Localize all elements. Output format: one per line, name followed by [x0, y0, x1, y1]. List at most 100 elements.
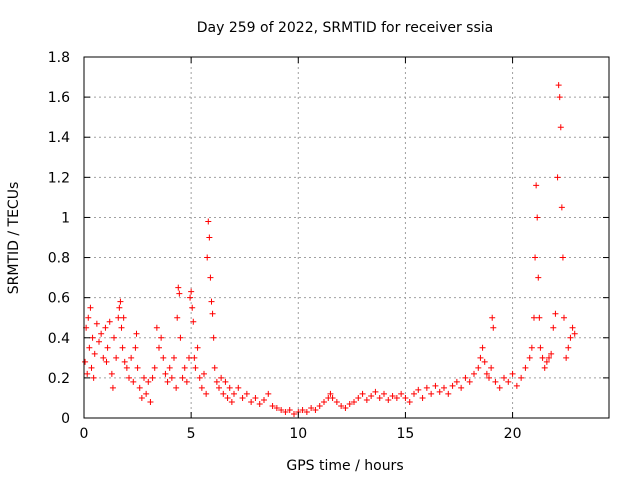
data-point [248, 398, 255, 405]
data-point [518, 374, 525, 381]
data-point [176, 290, 183, 297]
data-point [133, 330, 140, 337]
data-point [175, 284, 182, 291]
data-point [222, 378, 229, 385]
data-point [174, 314, 181, 321]
data-point [130, 378, 137, 385]
data-point [299, 406, 306, 413]
data-point [147, 398, 154, 405]
data-point [181, 364, 188, 371]
data-point [206, 234, 213, 241]
data-point [256, 400, 263, 407]
data-point [134, 364, 141, 371]
data-point [204, 254, 211, 261]
data-point [441, 384, 447, 391]
y-tick-label: 0.2 [48, 371, 70, 387]
data-point [273, 404, 280, 411]
data-point [546, 354, 552, 361]
data-point [406, 398, 413, 405]
data-point [261, 396, 267, 403]
data-point [321, 398, 327, 405]
data-point [231, 390, 237, 397]
data-point [567, 334, 574, 341]
y-axis-label: SRMTID / TECUs [6, 182, 22, 295]
data-point [556, 94, 563, 101]
data-point [216, 384, 222, 391]
ticks-layer: 0 5 10 15 20 0 0.2 0.4 0.6 0.8 1 1.2 1.4 1.6 1.8 [48, 50, 609, 442]
data-point [554, 174, 561, 181]
data-point [415, 386, 422, 393]
data-point [93, 320, 100, 327]
data-point [265, 390, 272, 397]
data-point [526, 354, 533, 361]
data-point [168, 374, 175, 381]
data-point [188, 288, 195, 295]
data-point [509, 370, 516, 377]
data-point [552, 310, 559, 317]
data-point [535, 274, 542, 281]
data-point [183, 378, 190, 385]
data-point [496, 384, 503, 391]
data-point [160, 354, 167, 361]
data-point [203, 390, 210, 397]
data-point [445, 390, 452, 397]
data-point [198, 384, 205, 391]
data-point [561, 314, 567, 321]
data-point [86, 344, 93, 351]
data-point [479, 344, 486, 351]
data-point [207, 274, 214, 281]
data-point [201, 370, 207, 377]
data-point [211, 364, 218, 371]
data-point [252, 394, 259, 401]
data-point [119, 344, 126, 351]
data-point [466, 378, 473, 385]
data-point [136, 384, 143, 391]
data-point [149, 374, 156, 381]
data-point [393, 394, 400, 401]
data-point [462, 374, 469, 381]
data-point [151, 364, 158, 371]
data-point [505, 378, 512, 385]
data-point [458, 384, 465, 391]
data-point [423, 384, 430, 391]
data-point [327, 390, 334, 397]
data-point [559, 254, 566, 261]
y-tick-label: 0.4 [48, 331, 70, 347]
data-point [156, 344, 162, 351]
data-point [501, 374, 507, 381]
x-tick-label: 0 [80, 426, 89, 442]
data-point [534, 214, 541, 221]
data-point [342, 404, 349, 411]
data-point [141, 374, 147, 381]
data-point [346, 400, 353, 407]
data-point [453, 378, 460, 385]
data-point [103, 358, 110, 365]
data-point [145, 378, 152, 385]
data-point [138, 394, 145, 401]
data-point [481, 358, 488, 365]
data-point [557, 124, 564, 131]
data-point [569, 324, 576, 331]
data-point [536, 314, 543, 321]
data-point [153, 324, 160, 331]
y-tick-label: 1 [61, 210, 70, 226]
data-point [376, 394, 383, 401]
data-point [533, 182, 540, 189]
data-point [213, 378, 220, 385]
data-point [385, 396, 392, 403]
data-point [224, 394, 231, 401]
data-point [111, 334, 117, 341]
data-point [537, 344, 544, 351]
data-point [82, 358, 89, 365]
data-point [102, 324, 109, 331]
data-point [191, 354, 198, 361]
data-point [363, 396, 370, 403]
data-point [226, 384, 233, 391]
data-point [565, 344, 572, 351]
data-point [389, 392, 396, 399]
data-point [490, 324, 497, 331]
data-point [338, 402, 345, 409]
data-point [531, 314, 537, 321]
data-point [209, 310, 216, 317]
